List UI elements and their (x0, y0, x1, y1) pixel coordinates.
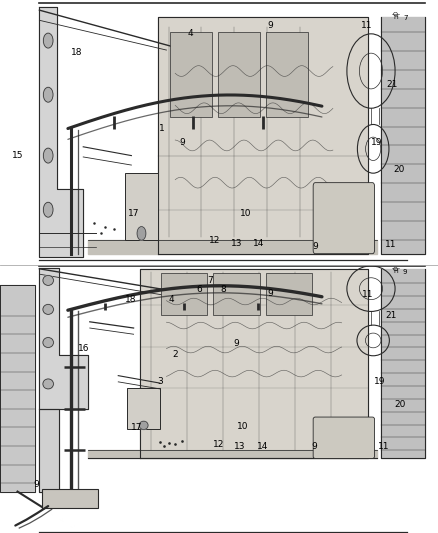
Polygon shape (140, 269, 368, 458)
Text: 6: 6 (196, 285, 202, 294)
Text: 9: 9 (233, 339, 240, 348)
Polygon shape (381, 17, 425, 254)
Circle shape (43, 379, 53, 389)
Circle shape (43, 304, 53, 314)
Text: 4: 4 (169, 295, 174, 303)
Text: 17: 17 (131, 423, 142, 432)
Text: 21: 21 (385, 311, 397, 320)
Text: 9: 9 (312, 243, 318, 252)
Text: 19: 19 (371, 138, 383, 147)
Text: 10: 10 (237, 422, 249, 431)
Text: H: H (393, 269, 398, 274)
FancyBboxPatch shape (125, 173, 158, 240)
Polygon shape (39, 268, 88, 409)
FancyBboxPatch shape (42, 489, 98, 508)
Text: 9: 9 (267, 21, 273, 30)
Circle shape (43, 203, 53, 217)
Text: 9: 9 (311, 442, 318, 451)
Text: 12: 12 (209, 236, 220, 245)
Text: 9: 9 (268, 289, 274, 298)
Polygon shape (88, 450, 377, 458)
Text: 20: 20 (394, 400, 406, 409)
Text: 3: 3 (157, 377, 163, 386)
Text: 18: 18 (125, 295, 137, 304)
Text: 21: 21 (386, 80, 398, 89)
Text: 1: 1 (159, 124, 165, 133)
Text: 7: 7 (207, 276, 213, 285)
Text: 18: 18 (71, 47, 82, 56)
FancyBboxPatch shape (266, 273, 312, 315)
FancyBboxPatch shape (266, 32, 308, 117)
Text: 8: 8 (220, 285, 226, 294)
Circle shape (43, 337, 53, 348)
Circle shape (137, 227, 146, 240)
Circle shape (43, 33, 53, 48)
Polygon shape (0, 285, 35, 491)
Text: 7: 7 (403, 15, 407, 21)
Text: O: O (393, 12, 398, 17)
Polygon shape (39, 409, 59, 491)
Circle shape (43, 87, 53, 102)
Text: 12: 12 (213, 440, 225, 449)
Text: 19: 19 (374, 377, 385, 386)
Text: 11: 11 (362, 290, 374, 300)
Text: 9: 9 (179, 138, 185, 147)
FancyBboxPatch shape (127, 388, 160, 430)
FancyBboxPatch shape (313, 183, 374, 254)
Text: 17: 17 (128, 208, 139, 217)
Polygon shape (39, 7, 83, 257)
Text: 14: 14 (257, 442, 268, 451)
FancyBboxPatch shape (213, 273, 260, 315)
Polygon shape (88, 240, 377, 254)
Text: H: H (393, 15, 398, 20)
Text: 4: 4 (188, 29, 193, 38)
Circle shape (43, 276, 53, 285)
Text: 11: 11 (385, 240, 397, 249)
Polygon shape (158, 17, 368, 254)
Text: 2: 2 (173, 350, 178, 359)
Text: 16: 16 (78, 344, 90, 353)
Text: 15: 15 (12, 151, 23, 160)
Text: 11: 11 (378, 441, 390, 450)
Text: 20: 20 (394, 165, 405, 174)
Text: O: O (393, 267, 398, 272)
FancyBboxPatch shape (313, 417, 374, 458)
Text: 10: 10 (240, 208, 251, 217)
Circle shape (139, 421, 148, 430)
Text: 13: 13 (231, 239, 242, 248)
Text: 14: 14 (253, 239, 264, 248)
FancyBboxPatch shape (218, 32, 260, 117)
Circle shape (43, 148, 53, 163)
Text: 11: 11 (361, 21, 373, 30)
Text: 13: 13 (234, 442, 246, 451)
Polygon shape (381, 269, 425, 458)
Text: 9: 9 (33, 480, 39, 489)
FancyBboxPatch shape (170, 32, 212, 117)
FancyBboxPatch shape (161, 273, 207, 315)
Text: 9: 9 (403, 269, 407, 275)
